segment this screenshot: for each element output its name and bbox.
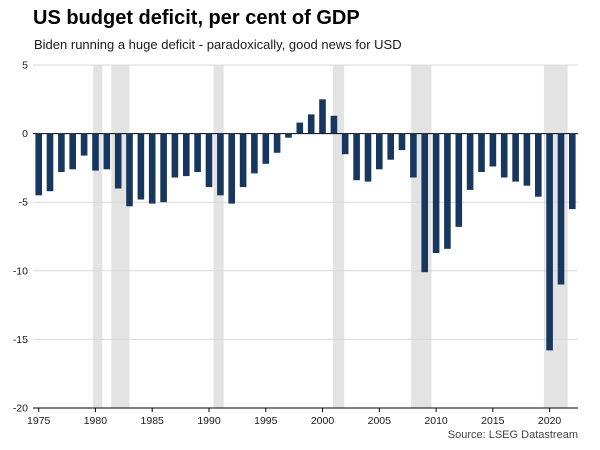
deficit-bar (364, 133, 372, 182)
deficit-bar (421, 133, 428, 273)
deficit-bar (546, 133, 553, 351)
y-tick-label: 0 (22, 128, 28, 140)
recession-band (411, 65, 432, 408)
deficit-bar (273, 133, 281, 153)
deficit-bar (410, 133, 417, 178)
deficit-bar (103, 133, 111, 170)
deficit-bar (137, 133, 145, 200)
recession-band (93, 65, 103, 408)
y-tick-label: -15 (13, 334, 28, 346)
deficit-bar (262, 133, 270, 164)
deficit-bar (523, 133, 531, 186)
deficit-bar (46, 133, 54, 192)
x-tick-label: 2010 (424, 415, 448, 427)
x-tick-label: 2000 (311, 415, 335, 427)
x-tick-label: 2005 (368, 415, 392, 427)
x-tick-label: 1990 (197, 415, 221, 427)
deficit-bar (432, 133, 440, 253)
recession-band (332, 65, 345, 408)
recession-band (213, 65, 224, 408)
deficit-bar (444, 133, 451, 249)
deficit-bar (126, 133, 133, 207)
x-tick-label: 2015 (481, 415, 505, 427)
deficit-bar (217, 133, 224, 196)
deficit-bar (35, 133, 42, 196)
deficit-bar (80, 133, 88, 156)
y-tick-label: -20 (13, 403, 28, 415)
deficit-bar (569, 133, 576, 210)
deficit-bar (330, 115, 338, 134)
deficit-bar (228, 133, 235, 204)
x-tick-label: 1995 (254, 415, 278, 427)
deficit-bar (455, 133, 463, 227)
x-tick-label: 1985 (141, 415, 165, 427)
x-tick-label: 2020 (538, 415, 562, 427)
x-tick-label: 1980 (84, 415, 108, 427)
y-tick-label: 5 (22, 60, 28, 72)
x-tick-label: 1975 (27, 415, 51, 427)
deficit-bar (489, 133, 497, 167)
deficit-bar (353, 133, 360, 181)
deficit-bar (398, 133, 406, 151)
deficit-bar (557, 133, 565, 285)
deficit-bar (535, 133, 542, 197)
source-note: Source: LSEG Datastream (447, 429, 578, 441)
deficit-bar (512, 133, 519, 182)
deficit-bar (239, 133, 247, 188)
deficit-bar (296, 122, 304, 134)
deficit-bar (307, 114, 315, 134)
chart-subtitle: Biden running a huge deficit - paradoxic… (34, 37, 402, 52)
deficit-bar (171, 133, 179, 178)
deficit-bar (251, 133, 258, 174)
deficit-bar (69, 133, 76, 170)
y-tick-label: -10 (13, 265, 28, 277)
deficit-bar (341, 133, 349, 155)
deficit-bar (285, 133, 292, 138)
deficit-bar (183, 133, 190, 177)
y-tick-label: -5 (19, 197, 28, 209)
deficit-bar (58, 133, 65, 172)
deficit-bar (478, 133, 485, 172)
deficit-bar (160, 133, 167, 203)
deficit-bar (500, 133, 508, 178)
deficit-bar (376, 133, 383, 170)
deficit-bar (92, 133, 99, 171)
deficit-bar (319, 99, 326, 134)
deficit-bar (148, 133, 156, 204)
deficit-bar (466, 133, 474, 190)
deficit-bar (205, 133, 213, 188)
chart-title: US budget deficit, per cent of GDP (33, 7, 360, 29)
recession-band (111, 65, 130, 408)
deficit-bar (194, 133, 201, 172)
deficit-bar (114, 133, 122, 189)
deficit-bar (387, 133, 394, 160)
